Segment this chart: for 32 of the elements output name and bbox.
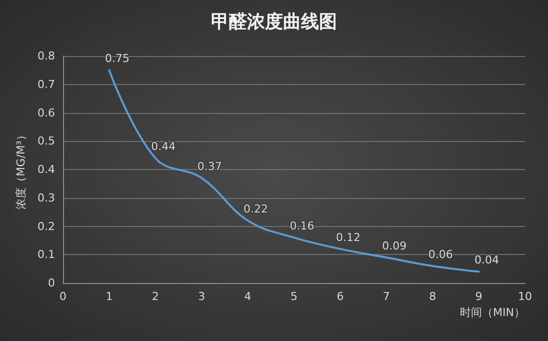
y-tick-label: 0.3 <box>38 191 55 204</box>
y-tick-label: 0.2 <box>38 220 55 233</box>
y-tick-label: 0.4 <box>38 163 55 176</box>
x-tick-label: 5 <box>290 290 298 303</box>
x-tick-label: 2 <box>152 290 159 303</box>
y-tick-label: 0.5 <box>38 134 55 148</box>
data-label: 0.22 <box>244 202 268 216</box>
y-tick-label: 0.8 <box>38 50 55 62</box>
x-tick-label: 3 <box>198 290 206 303</box>
y-tick-label: 0.7 <box>38 78 55 91</box>
y-axis-title: 浓度（MG/M³） <box>14 130 28 210</box>
data-label: 0.16 <box>290 220 314 233</box>
y-tick-label: 0.1 <box>38 248 55 262</box>
data-label: 0.37 <box>197 160 222 174</box>
x-axis-title: 时间（MIN） <box>460 306 525 319</box>
data-label: 0.09 <box>382 239 407 252</box>
data-label: 0.06 <box>428 248 453 261</box>
x-tick-label: 1 <box>106 290 113 303</box>
x-tick-label: 10 <box>518 290 532 303</box>
data-label: 0.44 <box>151 140 176 154</box>
x-tick-label: 7 <box>382 290 390 303</box>
x-tick-label: 4 <box>244 290 252 303</box>
x-tick-label: 0 <box>60 290 66 303</box>
data-label: 0.75 <box>104 52 130 66</box>
data-label: 0.04 <box>474 254 500 267</box>
y-tick-label: 0 <box>48 276 55 290</box>
x-tick-label: 6 <box>336 290 344 303</box>
y-tick-label: 0.6 <box>38 106 55 120</box>
x-tick-label: 8 <box>429 290 436 303</box>
x-tick-label: 9 <box>475 290 482 303</box>
chart-title: 甲醛浓度曲线图 <box>211 12 337 32</box>
data-label: 0.12 <box>336 230 360 244</box>
